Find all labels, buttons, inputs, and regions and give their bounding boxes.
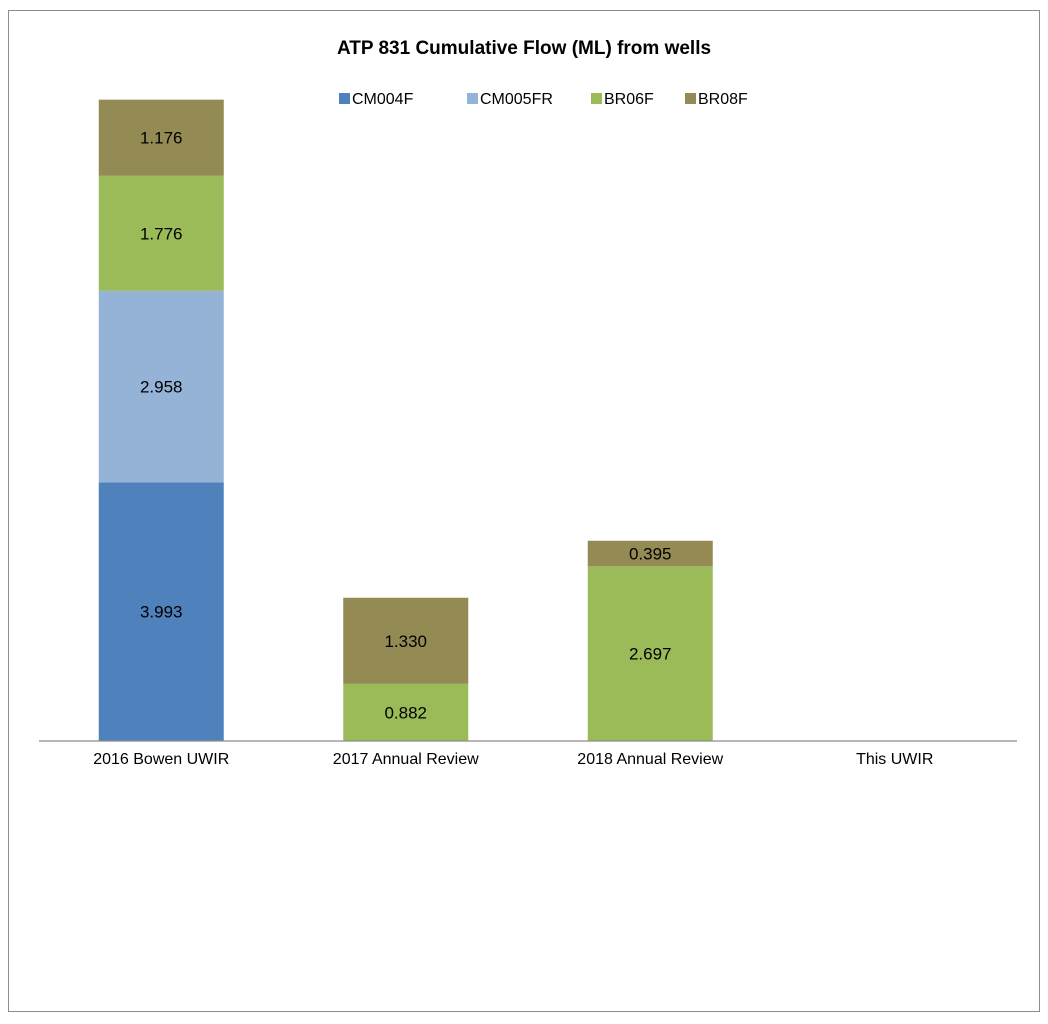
chart-title: ATP 831 Cumulative Flow (ML) from wells [337, 38, 711, 59]
bar-br08f-2018-annual-review [587, 540, 713, 567]
legend-label-br08f: BR08F [698, 91, 748, 108]
chart-frame: ATP 831 Cumulative Flow (ML) from wells … [8, 10, 1040, 1012]
legend-swatch-cm005fr [467, 93, 478, 104]
legend-swatch-br06f [591, 93, 602, 104]
data-label-br08f-2017-annual-review: 1.330 [384, 632, 427, 651]
legend: CM004F CM005FR BR06F BR08F [339, 91, 748, 108]
category-label-this-uwir: This UWIR [856, 751, 933, 768]
bar-br06f-2017-annual-review [343, 683, 469, 741]
chart-svg: ATP 831 Cumulative Flow (ML) from wells … [39, 38, 1017, 768]
bar-br06f-2016-bowen-uwir [98, 175, 224, 291]
bar-cm004f-2016-bowen-uwir [98, 482, 224, 741]
data-label-br06f-2016-bowen-uwir: 1.776 [140, 224, 183, 243]
bar-br06f-2018-annual-review [587, 566, 713, 741]
data-label-br06f-2018-annual-review: 2.697 [629, 645, 672, 664]
legend-swatch-br08f [685, 93, 696, 104]
legend-swatch-cm004f [339, 93, 350, 104]
data-label-br08f-2016-bowen-uwir: 1.176 [140, 129, 183, 148]
legend-label-cm004f: CM004F [352, 91, 414, 108]
category-label-2017-annual-review: 2017 Annual Review [333, 751, 479, 768]
legend-label-br06f: BR06F [604, 91, 654, 108]
bar-br08f-2016-bowen-uwir [98, 99, 224, 176]
data-label-br06f-2017-annual-review: 0.882 [384, 703, 427, 722]
data-label-br08f-2018-annual-review: 0.395 [629, 545, 672, 564]
data-label-cm004f-2016-bowen-uwir: 3.993 [140, 603, 183, 622]
bar-cm005fr-2016-bowen-uwir [98, 290, 224, 483]
category-label-2018-annual-review: 2018 Annual Review [577, 751, 723, 768]
bar-br08f-2017-annual-review [343, 597, 469, 684]
category-label-2016-bowen-uwir: 2016 Bowen UWIR [93, 751, 229, 768]
legend-label-cm005fr: CM005FR [480, 91, 553, 108]
value-labels: 3.993 2.958 1.776 1.176 0.882 1.330 2.697 0.395 [140, 129, 672, 723]
category-labels: 2016 Bowen UWIR 2017 Annual Review 2018 An… [93, 751, 933, 768]
data-label-cm005fr-2016-bowen-uwir: 2.958 [140, 378, 183, 397]
bars-group [98, 99, 713, 741]
